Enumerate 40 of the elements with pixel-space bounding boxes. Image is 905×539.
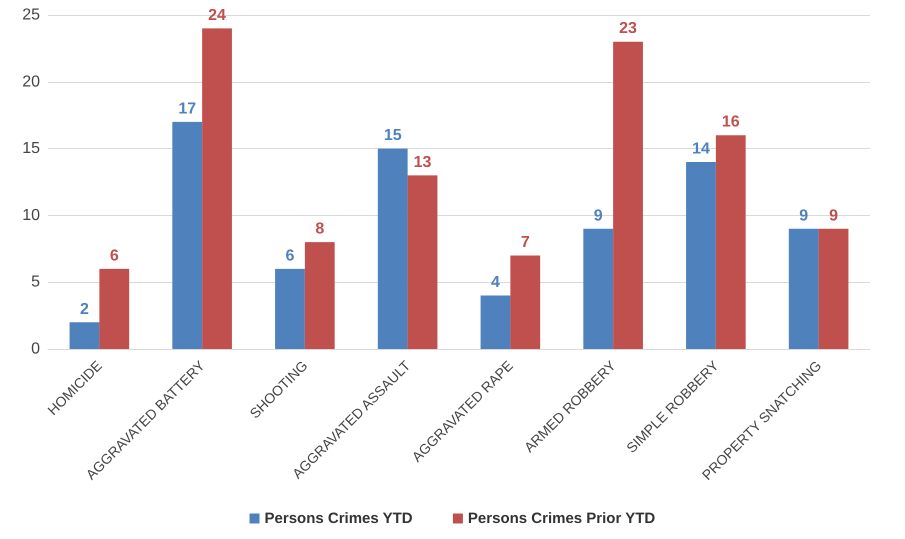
y-tick-label: 0 (31, 340, 40, 358)
data-label: 6 (110, 247, 119, 264)
bar (408, 175, 438, 349)
data-label: 9 (594, 207, 603, 224)
y-tick-label: 10 (22, 206, 40, 224)
data-label: 14 (692, 140, 710, 158)
bar (304, 242, 335, 349)
bar (510, 255, 540, 349)
bar (480, 296, 510, 349)
bar (99, 268, 130, 349)
y-tick-label: 20 (22, 73, 40, 90)
data-label: 8 (315, 220, 324, 238)
bar (818, 228, 848, 349)
bar (70, 322, 100, 349)
bar (716, 135, 746, 349)
bar (202, 28, 232, 349)
data-label: 9 (799, 207, 808, 224)
bar (613, 42, 643, 349)
data-label: 9 (829, 207, 838, 224)
bar (275, 268, 305, 349)
bar (583, 228, 614, 349)
y-tick-label: 5 (31, 274, 40, 291)
data-label: 17 (178, 100, 196, 118)
data-label: 13 (414, 154, 432, 171)
bar (686, 162, 716, 349)
y-tick-label: 15 (22, 140, 40, 158)
legend-label: Persons Crimes Prior YTD (468, 510, 656, 527)
bar (788, 228, 819, 349)
legend-label: Persons Crimes YTD (264, 510, 413, 527)
data-label: 2 (80, 300, 90, 318)
data-label: 4 (491, 274, 500, 292)
data-label: 15 (384, 127, 402, 144)
data-label: 6 (286, 247, 295, 264)
data-label: 24 (208, 6, 226, 24)
bar (172, 122, 202, 349)
data-label: 7 (520, 234, 530, 251)
y-tick-label: 25 (22, 6, 40, 24)
bar (378, 148, 408, 349)
data-label: 16 (722, 114, 740, 131)
data-label: 23 (619, 20, 638, 38)
